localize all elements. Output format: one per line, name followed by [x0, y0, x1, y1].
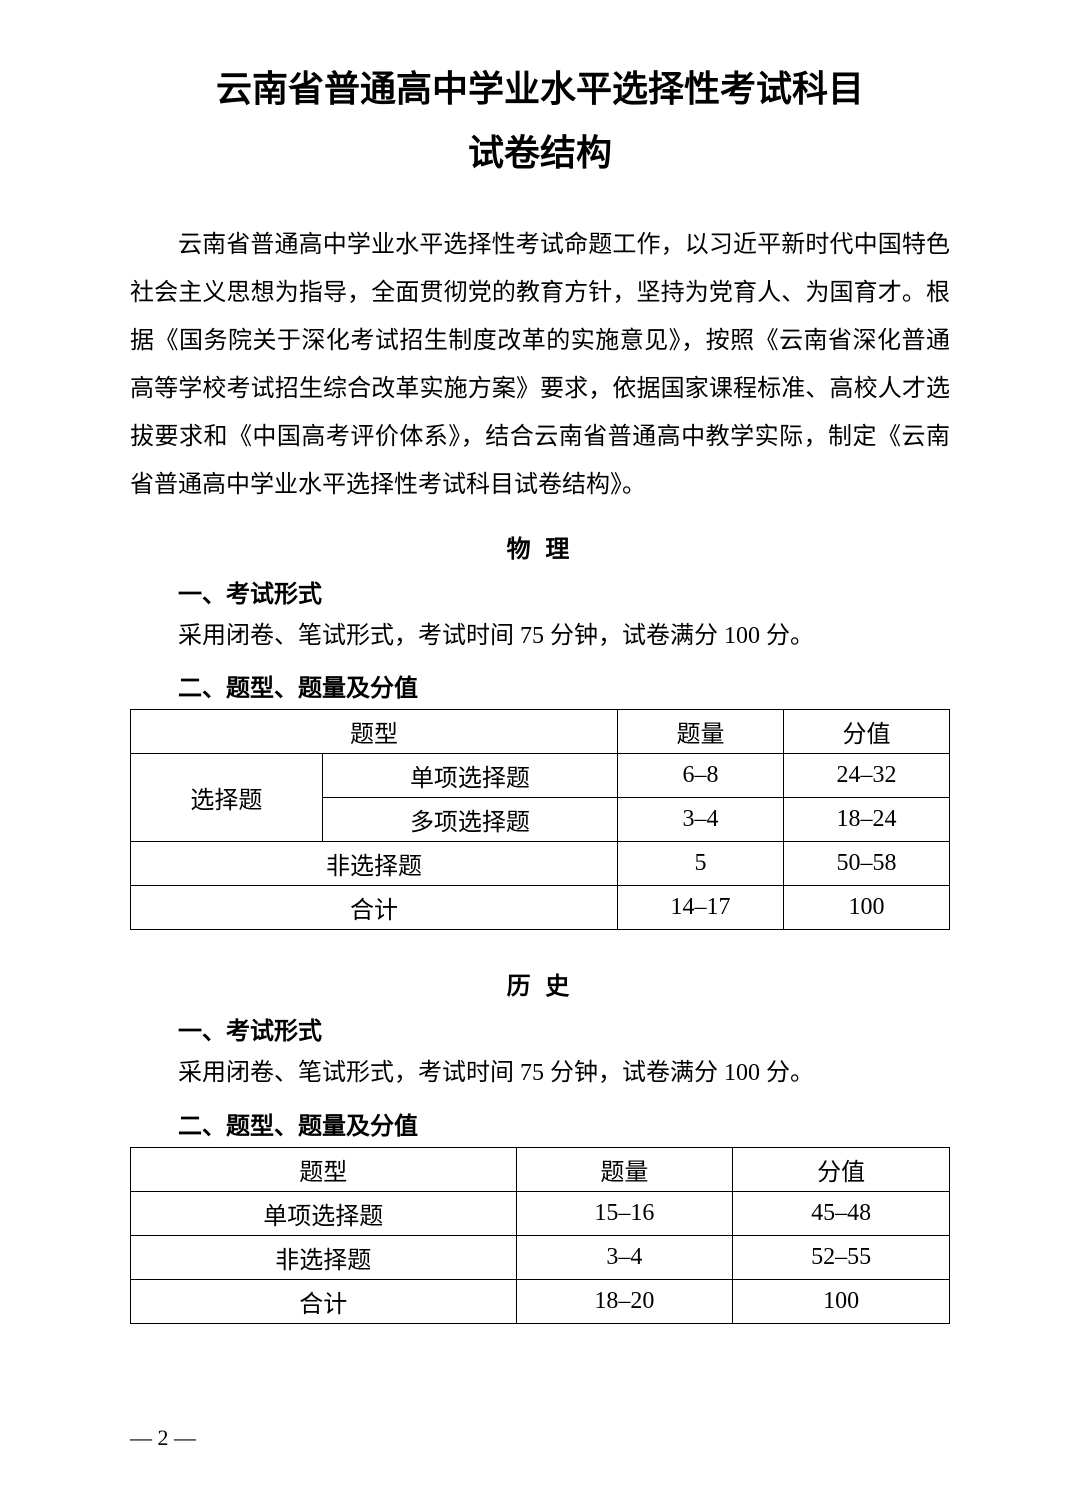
cell-score: 50–58: [784, 842, 950, 886]
physics-title: 物 理: [130, 529, 950, 564]
history-section: 历 史 一、考试形式 采用闭卷、笔试形式，考试时间 75 分钟，试卷满分 100…: [130, 966, 950, 1323]
physics-section: 物 理 一、考试形式 采用闭卷、笔试形式，考试时间 75 分钟，试卷满分 100…: [130, 529, 950, 930]
cell-score: 45–48: [733, 1191, 950, 1235]
history-table: 题型 题量 分值 单项选择题 15–16 45–48 非选择题 3–4 52–5…: [130, 1147, 950, 1324]
cell-count: 5: [618, 842, 784, 886]
history-title: 历 史: [130, 966, 950, 1001]
col-count: 题量: [516, 1147, 733, 1191]
cell-score: 100: [733, 1279, 950, 1323]
cell-type: 合计: [131, 1279, 517, 1323]
table-row: 非选择题 5 50–58: [131, 842, 950, 886]
table-row: 合计 14–17 100: [131, 886, 950, 930]
physics-section1-head: 一、考试形式: [130, 574, 950, 609]
cell-type: 单项选择题: [131, 1191, 517, 1235]
page-number: — 2 —: [130, 1425, 196, 1451]
cell-type: 非选择题: [131, 1235, 517, 1279]
cell-score: 18–24: [784, 798, 950, 842]
main-title: 云南省普通高中学业水平选择性考试科目: [130, 60, 950, 118]
cell-count: 3–4: [618, 798, 784, 842]
cell-score: 52–55: [733, 1235, 950, 1279]
cell-count: 6–8: [618, 754, 784, 798]
col-type: 题型: [131, 710, 618, 754]
cell-type-main: 非选择题: [131, 842, 618, 886]
intro-paragraph: 云南省普通高中学业水平选择性考试命题工作，以习近平新时代中国特色社会主义思想为指…: [130, 221, 950, 509]
cell-type-sub: 多项选择题: [322, 798, 617, 842]
col-score: 分值: [784, 710, 950, 754]
cell-count: 15–16: [516, 1191, 733, 1235]
col-type: 题型: [131, 1147, 517, 1191]
physics-table: 题型 题量 分值 选择题 单项选择题 6–8 24–32 多项选择题 3–4 1…: [130, 709, 950, 930]
table-row: 选择题 单项选择题 6–8 24–32: [131, 754, 950, 798]
physics-section2-head: 二、题型、题量及分值: [130, 668, 950, 703]
table-row: 非选择题 3–4 52–55: [131, 1235, 950, 1279]
table-row: 合计 18–20 100: [131, 1279, 950, 1323]
cell-count: 18–20: [516, 1279, 733, 1323]
cell-score: 24–32: [784, 754, 950, 798]
table-header-row: 题型 题量 分值: [131, 1147, 950, 1191]
table-row: 单项选择题 15–16 45–48: [131, 1191, 950, 1235]
cell-count: 3–4: [516, 1235, 733, 1279]
table-header-row: 题型 题量 分值: [131, 710, 950, 754]
cell-type-sub: 单项选择题: [322, 754, 617, 798]
history-section2-head: 二、题型、题量及分值: [130, 1106, 950, 1141]
cell-type-main: 合计: [131, 886, 618, 930]
col-count: 题量: [618, 710, 784, 754]
col-score: 分值: [733, 1147, 950, 1191]
cell-type-main: 选择题: [131, 754, 323, 842]
history-section1-head: 一、考试形式: [130, 1011, 950, 1046]
history-section1-body: 采用闭卷、笔试形式，考试时间 75 分钟，试卷满分 100 分。: [130, 1052, 950, 1095]
physics-section1-body: 采用闭卷、笔试形式，考试时间 75 分钟，试卷满分 100 分。: [130, 615, 950, 658]
cell-count: 14–17: [618, 886, 784, 930]
cell-score: 100: [784, 886, 950, 930]
sub-title: 试卷结构: [130, 124, 950, 182]
